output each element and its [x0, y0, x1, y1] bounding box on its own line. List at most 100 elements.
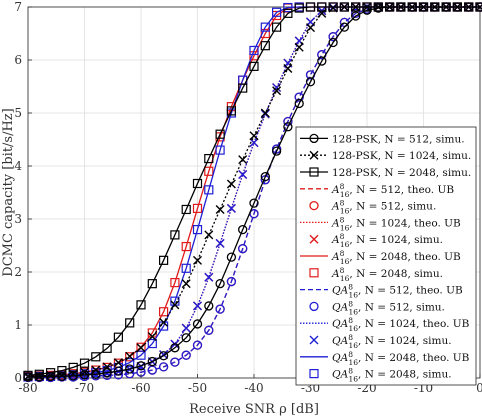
data-point: [464, 2, 474, 12]
data-point: [170, 357, 180, 367]
legend-marker: [309, 150, 319, 160]
legend-marker: [309, 369, 319, 379]
legend-label: A8 16, N = 1024, simu.: [331, 232, 443, 249]
legend-marker: [309, 133, 319, 144]
y-tick-label: 7: [14, 0, 22, 14]
data-point: [159, 255, 169, 265]
data-point: [91, 365, 101, 375]
data-point: [407, 2, 417, 12]
series-2: [23, 2, 482, 380]
data-point: [260, 22, 270, 32]
data-point: [249, 45, 259, 56]
data-point: [68, 362, 78, 372]
data-point: [136, 350, 146, 360]
data-point: [226, 276, 237, 287]
legend-entry: A8 16, N = 512, theo. UB: [300, 182, 454, 199]
x-tick-label: 0: [476, 381, 482, 395]
data-point: [147, 332, 157, 342]
legend-label: QA8 16, N = 2048, theo. UB: [332, 350, 470, 367]
data-point: [113, 358, 123, 368]
data-point: [452, 2, 462, 12]
data-point: [192, 225, 203, 235]
legend-entry: A8 16, N = 2048, theo. UB: [300, 249, 461, 266]
data-point: [260, 171, 270, 182]
data-point: [79, 370, 90, 380]
data-point: [102, 362, 112, 372]
data-point: [317, 56, 327, 66]
data-point: [136, 300, 146, 310]
data-point: [215, 145, 225, 155]
data-point: [306, 23, 315, 33]
data-point: [238, 244, 248, 254]
data-point: [158, 362, 169, 372]
data-point: [136, 361, 146, 371]
data-point: [181, 279, 191, 289]
data-point: [193, 301, 202, 311]
data-point: [181, 241, 191, 252]
legend-entry: A8 16, N = 2048, simu.: [309, 266, 443, 283]
legend-label: A8 16, N = 512, theo. UB: [331, 182, 454, 199]
legend-marker: [309, 234, 319, 244]
data-point: [260, 28, 270, 39]
legend-label: 128-PSK, N = 1024, simu.: [332, 150, 471, 162]
y-tick-label: 6: [14, 53, 22, 67]
data-point: [249, 131, 259, 141]
data-point: [23, 370, 33, 380]
data-point: [170, 278, 180, 288]
data-point: [204, 185, 214, 195]
legend-entry: 128-PSK, N = 2048, simu.: [300, 167, 471, 179]
data-point: [226, 179, 236, 189]
data-point: [91, 352, 101, 362]
legend-entry: QA8 16, N = 1024, simu.: [309, 333, 452, 350]
data-point: [192, 178, 203, 189]
data-point: [181, 204, 191, 215]
data-point: [204, 153, 214, 164]
data-point: [260, 108, 270, 118]
y-tick-label: 0: [14, 371, 22, 385]
data-point: [430, 2, 440, 12]
data-point: [351, 2, 361, 12]
legend-entry: 128-PSK, N = 512, simu.: [300, 133, 465, 145]
data-point: [113, 366, 124, 376]
legend-label: A8 16, N = 2048, simu.: [331, 266, 443, 283]
data-point: [125, 318, 135, 328]
data-point: [79, 358, 90, 368]
legend-marker: [309, 301, 319, 312]
data-point: [249, 198, 259, 208]
data-point: [441, 2, 451, 12]
data-point: [80, 367, 89, 377]
data-point: [181, 333, 191, 343]
data-point: [339, 22, 350, 32]
data-point: [272, 7, 282, 17]
data-point: [57, 365, 67, 376]
data-point: [238, 155, 248, 165]
x-tick-label: -80: [18, 381, 37, 395]
data-point: [283, 2, 293, 13]
legend-entry: QA8 16, N = 2048, theo. UB: [300, 350, 470, 367]
data-point: [272, 22, 282, 32]
x-tick-label: -70: [75, 381, 94, 395]
data-point: [113, 332, 124, 342]
data-point: [226, 203, 236, 213]
legend-label: QA8 16, N = 512, theo. UB: [332, 283, 463, 300]
y-tick-label: 2: [14, 265, 22, 279]
data-point: [192, 340, 203, 350]
legend-marker: [309, 167, 319, 177]
data-point: [215, 279, 225, 289]
data-point: [204, 230, 214, 240]
x-tick-label: -50: [188, 381, 207, 395]
data-point: [170, 343, 180, 353]
data-point: [204, 272, 214, 282]
data-point: [193, 255, 202, 265]
legend-entry: A8 16, N = 1024, simu.: [309, 232, 443, 249]
legend-entry: QA8 16, N = 512, theo. UB: [300, 283, 463, 300]
data-point: [159, 307, 169, 317]
data-point: [192, 319, 203, 329]
data-point: [159, 317, 169, 327]
legend-label: 128-PSK, N = 2048, simu.: [332, 167, 471, 179]
data-point: [170, 230, 180, 240]
data-point: [226, 252, 237, 262]
data-point: [204, 301, 214, 311]
legend-label: A8 16, N = 1024, theo. UB: [331, 215, 461, 232]
